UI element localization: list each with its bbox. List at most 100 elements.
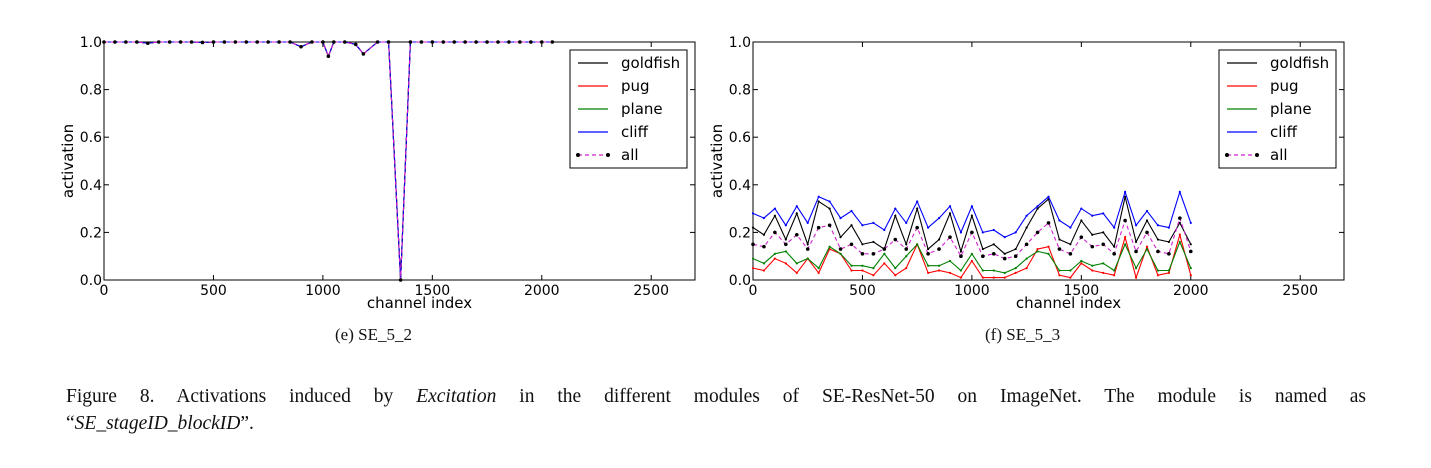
x-tick-label: 1500 [1064, 283, 1100, 299]
data-point-cliff [861, 224, 864, 227]
data-point-all [353, 42, 358, 47]
data-point-cliff [1134, 224, 1138, 227]
data-point-cliff [1014, 231, 1017, 234]
data-point-all [288, 40, 292, 44]
data-point-all [326, 54, 331, 59]
data-point-cliff [894, 207, 897, 210]
data-point-pug [905, 267, 908, 270]
data-point-cliff [828, 200, 831, 203]
data-point-pug [970, 259, 973, 263]
data-point-all [255, 40, 260, 44]
data-point-cliff [1189, 221, 1192, 224]
legend-label-plane: plane [621, 100, 663, 118]
data-point-goldfish [981, 247, 984, 251]
data-point-goldfish [959, 250, 963, 253]
legend-label-plane: plane [1270, 100, 1312, 118]
data-point-goldfish [1156, 238, 1160, 241]
data-point-plane [959, 269, 963, 272]
data-point-all [135, 40, 139, 44]
data-point-pug [1189, 274, 1192, 277]
data-point-cliff [937, 217, 941, 220]
data-point-plane [970, 252, 973, 255]
data-point-all [474, 40, 478, 44]
data-point-plane [1145, 247, 1149, 251]
data-point-all [1123, 218, 1127, 223]
data-point-plane [751, 257, 755, 260]
data-point-all [167, 40, 172, 44]
data-point-plane [872, 267, 875, 270]
data-point-pug [883, 262, 886, 265]
data-point-all [838, 247, 843, 251]
y-tick-label: 0.6 [729, 130, 751, 146]
data-point-goldfish [1134, 240, 1138, 244]
data-point-pug [1124, 236, 1127, 239]
data-point-goldfish [1003, 252, 1006, 255]
data-point-all [849, 242, 854, 247]
data-point-pug [1156, 274, 1160, 277]
caption-text-1: Activations induced by [176, 386, 417, 407]
data-point-all [751, 242, 755, 247]
data-point-pug [762, 269, 766, 272]
x-axis-label: channel index [1016, 294, 1121, 312]
data-point-all [1035, 230, 1040, 235]
data-point-all [948, 235, 952, 239]
data-point-cliff [773, 207, 776, 210]
data-point-pug [1047, 245, 1050, 248]
data-point-pug [1113, 274, 1116, 277]
data-point-all [1002, 256, 1007, 261]
data-point-plane [1003, 271, 1006, 274]
data-point-all [827, 223, 832, 228]
caption-open-quote: “ [66, 413, 75, 434]
data-point-all [145, 41, 150, 45]
data-point-all [981, 254, 985, 258]
data-point-all [189, 40, 194, 44]
data-point-goldfish [1036, 207, 1039, 210]
data-point-pug [1036, 247, 1039, 251]
data-point-goldfish [927, 247, 930, 251]
data-point-pug [894, 274, 897, 277]
data-point-goldfish [839, 236, 842, 239]
data-point-pug [959, 276, 963, 279]
data-point-pug [1058, 274, 1061, 277]
data-point-goldfish [1058, 238, 1061, 241]
data-point-goldfish [937, 238, 941, 241]
legend-label-all: all [621, 146, 639, 164]
data-point-all [452, 40, 457, 44]
data-point-plane [1102, 262, 1105, 265]
data-point-cliff [992, 228, 995, 232]
legend-label-goldfish: goldfish [621, 54, 680, 72]
y-tick-label: 0.2 [729, 225, 751, 241]
data-point-pug [1080, 262, 1083, 265]
caption-module-name: SE_stageID_blockID [74, 413, 241, 434]
data-point-plane [795, 262, 798, 265]
data-point-all [299, 44, 303, 49]
data-point-goldfish [948, 212, 952, 215]
figure-plots: 0.0 0.2 0.4 0.6 0.8 1.0 0 500 1000 1500 2000 2500 ch… [59, 35, 1345, 312]
data-point-all [1156, 249, 1160, 254]
legend-label-pug: pug [621, 77, 650, 95]
data-point-all [200, 40, 205, 45]
data-point-all [233, 40, 238, 44]
data-point-pug [817, 271, 820, 274]
data-point-cliff [883, 228, 886, 232]
data-point-all [485, 40, 489, 44]
data-point-all [1068, 252, 1073, 256]
data-point-all [805, 247, 810, 251]
data-point-all [794, 232, 799, 237]
data-point-cliff [1091, 214, 1094, 217]
data-point-all [1178, 216, 1182, 220]
data-point-cliff [905, 221, 908, 224]
data-point-cliff [1113, 226, 1116, 229]
data-point-goldfish [1014, 247, 1017, 251]
legend-marker-all [1255, 153, 1259, 157]
data-point-all [926, 252, 930, 256]
data-point-all [386, 40, 391, 44]
y-tick-label: 0.2 [80, 225, 102, 241]
data-point-all [419, 40, 424, 44]
data-point-plane [1167, 269, 1170, 272]
data-point-pug [795, 271, 798, 274]
y-axis-label: activation [59, 124, 77, 198]
y-tick-label: 1.0 [729, 35, 751, 51]
data-point-all [332, 40, 336, 44]
x-tick-label: 1000 [305, 283, 341, 299]
